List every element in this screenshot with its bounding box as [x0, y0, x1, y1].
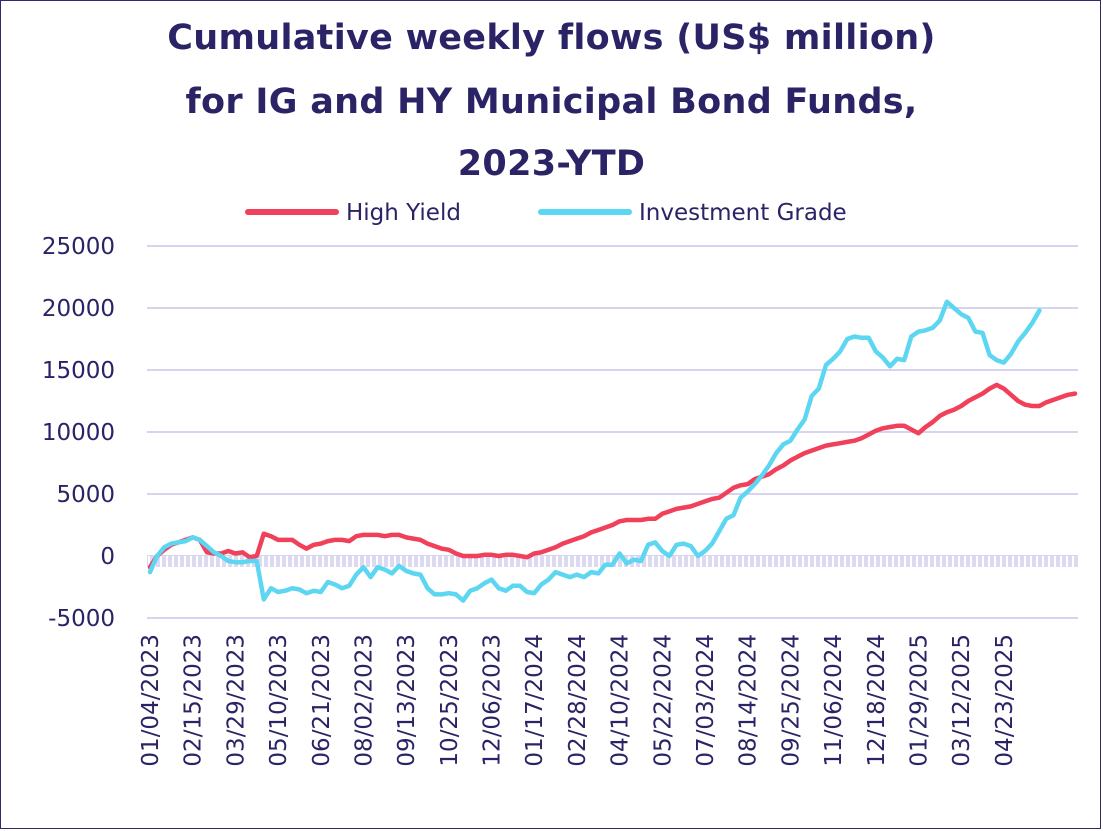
y-tick-label: 0 [100, 544, 115, 570]
x-tick-label: 06/21/2023 [309, 634, 335, 767]
legend-label-high-yield: High Yield [346, 200, 461, 226]
chart-title-line-2: for IG and HY Municipal Bond Funds, [185, 82, 918, 122]
x-tick-label: 05/22/2024 [650, 634, 676, 767]
series-line-high-yield [147, 382, 1078, 570]
chart-title-line-1: Cumulative weekly flows (US$ million) [167, 18, 936, 58]
x-tick-label: 01/04/2023 [138, 634, 164, 767]
y-tick-label: 5000 [56, 482, 115, 508]
x-tick-label: 08/02/2023 [351, 634, 377, 767]
series-line-investment-grade [147, 299, 1042, 603]
x-tick-label: 03/29/2023 [223, 634, 249, 767]
x-tick-label: 08/14/2024 [736, 634, 762, 767]
y-tick-label: 15000 [42, 358, 115, 384]
y-tick-label: 20000 [42, 296, 115, 322]
chart-title-line-3: 2023-YTD [457, 144, 646, 184]
x-tick-label: 02/15/2023 [181, 634, 207, 767]
x-tick-label: 09/25/2024 [778, 634, 804, 767]
legend-label-investment-grade: Investment Grade [639, 200, 847, 226]
x-tick-label: 12/18/2024 [864, 634, 890, 767]
x-tick-label: 02/28/2024 [565, 634, 591, 767]
series-lines [147, 299, 1078, 603]
y-axis-tick-labels: -5000 0 5000 10000 15000 20000 25000 [42, 234, 115, 632]
x-tick-label: 10/25/2023 [437, 634, 463, 767]
x-tick-label: 01/29/2025 [906, 634, 932, 767]
y-tick-label: 25000 [42, 234, 115, 260]
x-tick-label: 01/17/2024 [522, 634, 548, 767]
y-tick-label: -5000 [48, 606, 115, 632]
x-axis-tick-labels: 01/04/2023 02/15/2023 03/29/2023 05/10/2023… [138, 634, 1018, 767]
x-tick-label: 11/06/2024 [821, 634, 847, 767]
x-tick-label: 12/06/2023 [480, 634, 506, 767]
x-tick-label: 07/03/2024 [693, 634, 719, 767]
x-tick-label: 03/12/2025 [949, 634, 975, 767]
x-tick-label: 04/10/2024 [608, 634, 634, 767]
x-tick-label: 04/23/2025 [992, 634, 1018, 767]
y-tick-label: 10000 [42, 420, 115, 446]
x-tick-label: 09/13/2023 [394, 634, 420, 767]
legend: High Yield Investment Grade [245, 200, 847, 226]
x-tick-label: 05/10/2023 [266, 634, 292, 767]
